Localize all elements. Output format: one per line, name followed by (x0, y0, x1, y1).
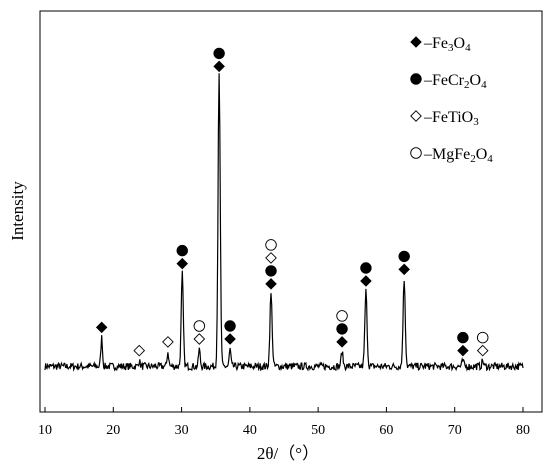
open-diamond-peak-marker (476, 344, 489, 357)
filled-circle-peak-marker (398, 250, 410, 263)
filled-diamond-peak-marker (95, 321, 108, 334)
open-diamond-peak-marker (162, 336, 174, 348)
legend-entry: –FeTiO3 (423, 109, 479, 128)
x-tick-label: 60 (379, 423, 393, 438)
legend-filled-diamond-icon (410, 36, 422, 48)
filled-diamond-peak-marker (457, 344, 469, 357)
filled-diamond-peak-marker (176, 257, 189, 270)
x-tick-label: 30 (175, 423, 189, 438)
legend-open-circle-icon (410, 147, 422, 159)
filled-circle-peak-marker (457, 331, 469, 344)
legend-entry: –MgFe2O4 (423, 146, 493, 165)
x-tick-label: 50 (311, 423, 325, 438)
open-diamond-peak-marker (265, 252, 277, 264)
legend: –Fe3O4 –FeCr2O4 –FeTiO3 –MgFe2O4 (410, 35, 493, 165)
legend-entry: –Fe3O4 (423, 35, 471, 54)
filled-circle-peak-marker (360, 262, 372, 274)
filled-circle-peak-marker (176, 244, 188, 257)
xrd-pattern-line (44, 73, 524, 372)
x-tick-label: 70 (448, 423, 462, 438)
x-axis (44, 407, 524, 412)
x-tick-label: 10 (38, 423, 52, 438)
open-diamond-peak-marker (193, 333, 206, 345)
filled-circle-peak-marker (213, 47, 225, 60)
legend-open-diamond-icon (410, 110, 422, 122)
legend-entry: –FeCr2O4 (423, 72, 487, 91)
filled-diamond-peak-marker (265, 278, 277, 290)
filled-diamond-peak-marker (224, 333, 236, 345)
filled-circle-peak-marker (224, 320, 236, 332)
x-tick-label: 80 (516, 423, 530, 438)
peak-markers (95, 47, 489, 357)
filled-circle-peak-marker (336, 323, 348, 335)
open-circle-peak-marker (265, 239, 277, 251)
filled-circle-peak-marker (265, 265, 277, 277)
open-circle-peak-marker (476, 331, 489, 344)
x-axis-label: 2θ/（°） (257, 444, 319, 463)
filled-diamond-peak-marker (336, 336, 348, 348)
x-tick-labels: 10 20 30 40 50 60 70 80 (38, 423, 530, 438)
filled-diamond-peak-marker (360, 275, 372, 287)
y-axis-label: Intensity (8, 181, 27, 241)
open-circle-peak-marker (336, 310, 348, 322)
open-circle-peak-marker (193, 320, 206, 332)
x-tick-label: 40 (243, 423, 257, 438)
legend-filled-circle-icon (410, 73, 422, 85)
x-tick-label: 20 (106, 423, 120, 438)
filled-diamond-peak-marker (398, 263, 410, 276)
filled-diamond-peak-marker (213, 60, 225, 73)
open-diamond-peak-marker (133, 344, 146, 357)
plot-frame (39, 10, 543, 413)
